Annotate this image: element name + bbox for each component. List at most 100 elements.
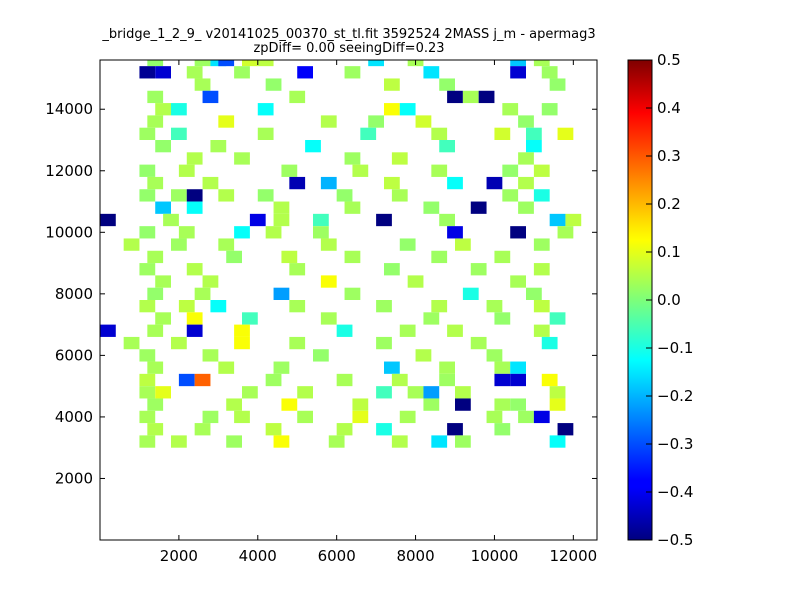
heatmap-cell (510, 226, 526, 239)
heatmap-cell (273, 287, 290, 300)
heatmap-cell (541, 373, 558, 387)
heatmap-cell (194, 78, 211, 91)
heatmap-cell (439, 361, 455, 374)
heatmap-cell (462, 287, 479, 300)
heatmap-cell (218, 60, 235, 67)
heatmap-cell (407, 386, 424, 399)
heatmap-cell (139, 410, 156, 424)
heatmap-cell (265, 423, 282, 436)
heatmap-cell (518, 115, 534, 128)
heatmap-cell (486, 176, 503, 190)
heatmap-cell (470, 336, 487, 350)
heatmap-cell (171, 103, 187, 116)
heatmap-cell (368, 115, 384, 128)
heatmap-cell (336, 189, 353, 202)
heatmap-cell (297, 386, 313, 399)
heatmap-cell (234, 324, 250, 337)
colorbar-tick-label: 0.4 (657, 99, 681, 117)
heatmap-cell (234, 226, 250, 239)
heatmap-cell (510, 275, 526, 288)
heatmap-cell (439, 140, 455, 153)
heatmap-cell (549, 386, 566, 399)
colorbar-tick-label: −0.3 (657, 435, 693, 453)
heatmap-cell (194, 373, 211, 387)
heatmap-cell (423, 201, 440, 214)
chart-title: _bridge_1_2_9_ v20141025_00370_st_tl.fit… (101, 27, 595, 42)
heatmap-cell (186, 66, 203, 79)
heatmap-cell (494, 398, 511, 411)
heatmap-cell (257, 103, 274, 116)
heatmap-cell (549, 398, 566, 411)
heatmap-cell (226, 398, 242, 411)
heatmap-cell (257, 189, 274, 202)
heatmap-cell (123, 336, 140, 350)
heatmap-cell (470, 201, 487, 214)
heatmap-cell (297, 66, 313, 79)
heatmap-cell (147, 423, 164, 436)
heatmap-cell (533, 410, 550, 424)
heatmap-cell (147, 115, 164, 128)
heatmap-cell (494, 361, 511, 374)
heatmap-cell (186, 324, 203, 337)
heatmap-cell (234, 66, 250, 79)
heatmap-cell (423, 398, 440, 411)
heatmap-cell (202, 90, 219, 104)
heatmap-cell (352, 410, 369, 424)
heatmap-cell (178, 164, 195, 177)
y-tick-label: 12000 (45, 162, 93, 180)
heatmap-cell (218, 115, 235, 128)
heatmap-cell (147, 361, 164, 374)
heatmap-cell (147, 324, 164, 337)
heatmap-cell (384, 103, 400, 116)
heatmap-cell (273, 201, 290, 214)
heatmap-cell (510, 60, 526, 67)
heatmap-cell (234, 152, 250, 165)
heatmap-cell (194, 60, 211, 67)
heatmap-cell (100, 324, 116, 337)
heatmap-cell (194, 423, 211, 436)
heatmap-cell (423, 386, 440, 399)
heatmap-cell (510, 66, 526, 79)
heatmap-cell (376, 300, 392, 313)
heatmap-cell (549, 312, 566, 325)
heatmap-cell (234, 410, 250, 424)
heatmap-cell (510, 361, 526, 374)
heatmap-cell (139, 263, 156, 276)
colorbar-tick-label: 0.0 (657, 291, 681, 309)
heatmap-cell (186, 312, 203, 325)
heatmap-cell (147, 398, 164, 411)
heatmap-cell (242, 60, 258, 67)
heatmap-cell (557, 423, 574, 436)
heatmap-cell (186, 263, 203, 276)
heatmap-cell (462, 90, 479, 104)
heatmap-cell (171, 127, 187, 140)
heatmap-cell (139, 226, 156, 239)
heatmap-cell (565, 213, 582, 227)
heatmap-cell (139, 300, 156, 313)
heatmap-cell (257, 127, 274, 140)
heatmap-cell (123, 238, 140, 251)
heatmap-cell (289, 263, 306, 276)
heatmap-cell (147, 176, 164, 190)
heatmap-cell (455, 238, 471, 251)
heatmap-cell (210, 300, 227, 313)
heatmap-cell (242, 312, 258, 325)
heatmap-cell (431, 435, 448, 448)
x-tick-label: 10000 (471, 547, 519, 565)
heatmap-cell (320, 312, 337, 325)
heatmap-cell (376, 386, 392, 399)
heatmap-cell (178, 226, 195, 239)
heatmap-cell (447, 324, 463, 337)
heatmap-cells (100, 60, 582, 448)
heatmap-cell (439, 78, 455, 91)
heatmap-cell (502, 189, 519, 202)
heatmap-cell (518, 176, 534, 190)
heatmap-cell (439, 373, 455, 387)
heatmap-cell (431, 300, 448, 313)
heatmap-cell (533, 164, 550, 177)
heatmap-cell (486, 410, 503, 424)
heatmap-cell (210, 140, 227, 153)
heatmap-cell (226, 250, 242, 264)
heatmap-cell (100, 213, 116, 227)
heatmap-cell (344, 201, 361, 214)
